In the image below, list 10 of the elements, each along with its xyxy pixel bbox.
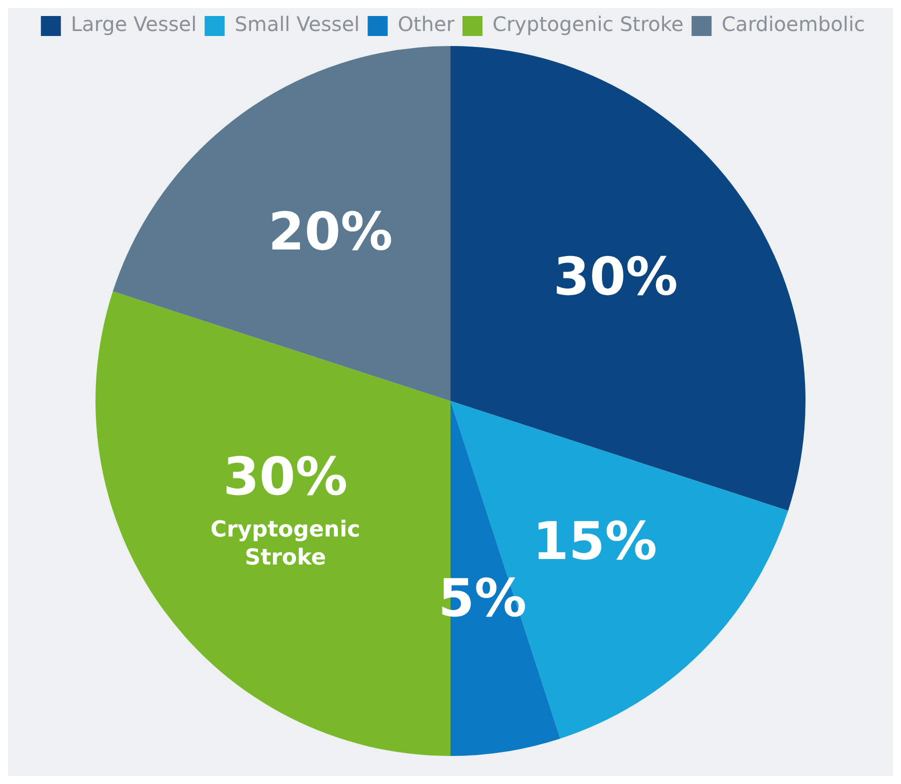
data-label: 30% [223,447,348,508]
legend-label: Small Vessel [234,12,360,36]
legend-label: Cardioembolic [722,12,866,36]
data-label: 15% [532,512,658,572]
data-label: 30% [553,248,678,308]
legend-label: Cryptogenic Stroke [492,12,684,36]
legend-label: Large Vessel [70,12,197,36]
slice-label: Cryptogenic Stroke [210,518,360,571]
data-label: 20% [268,202,393,262]
legend-label: Other [398,12,456,36]
